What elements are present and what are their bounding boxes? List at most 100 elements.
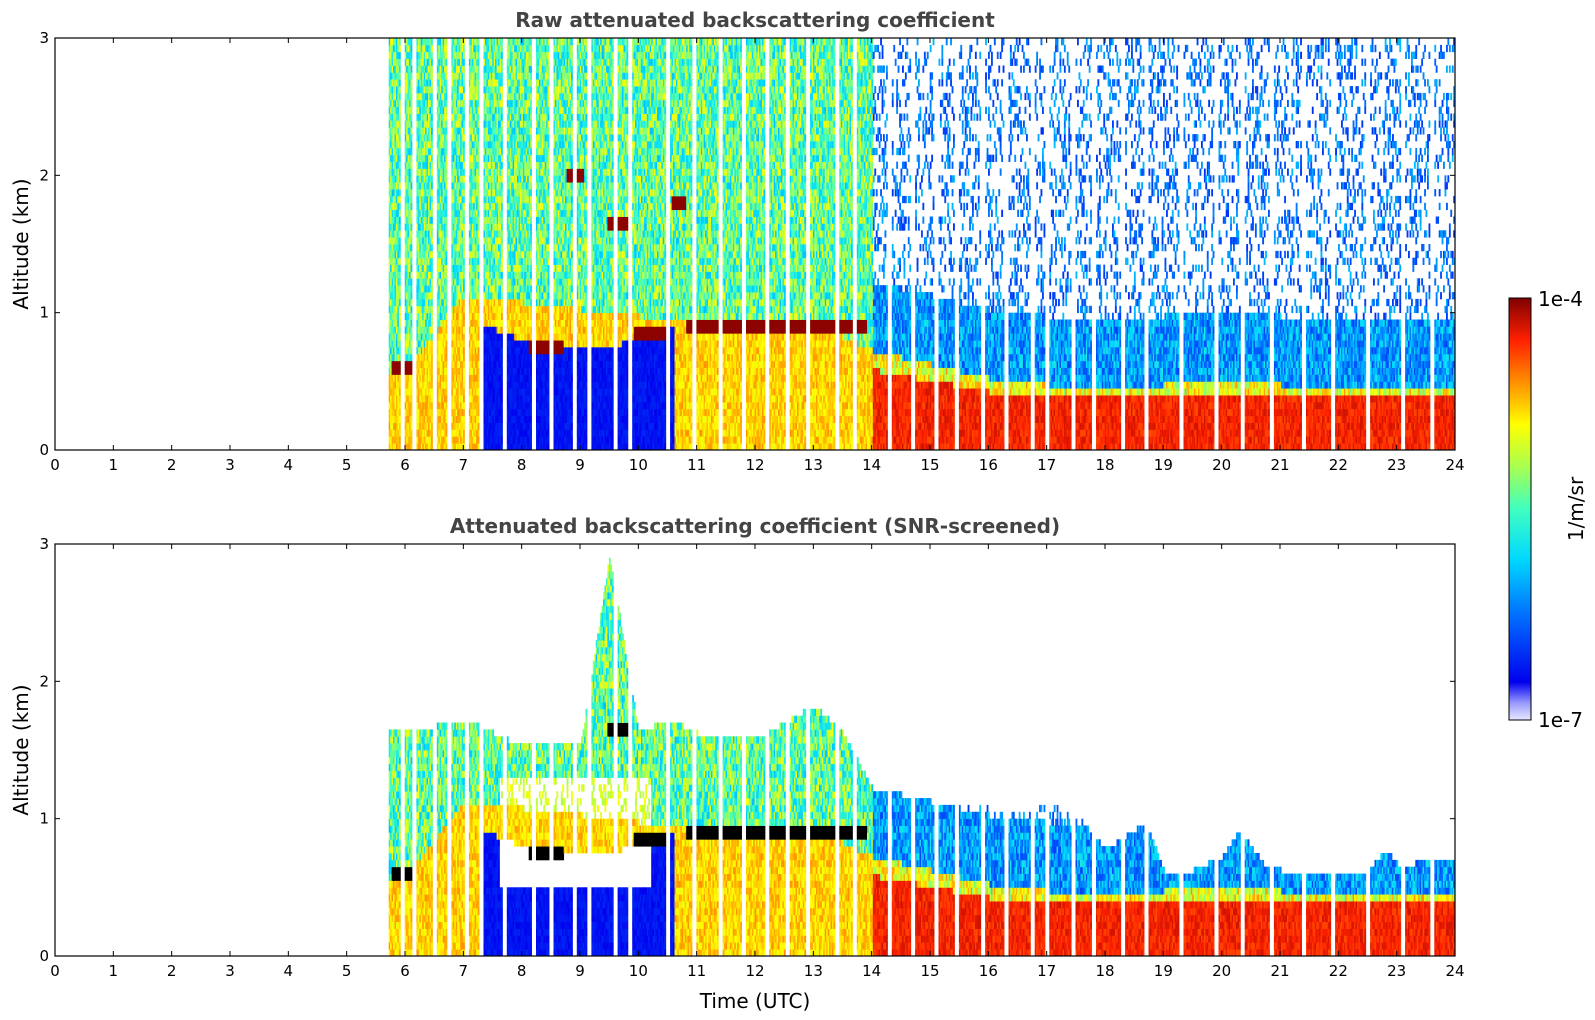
heatmap-cell — [411, 340, 413, 347]
heatmap-cell — [399, 306, 401, 313]
heatmap-cell — [399, 155, 401, 162]
heatmap-cell — [399, 38, 401, 45]
heatmap-cell — [411, 258, 413, 265]
heatmap-cell — [411, 320, 413, 327]
heatmap-cell — [411, 182, 413, 189]
heatmap-cell — [411, 230, 413, 237]
figure: Raw attenuated backscattering coefficien… — [0, 0, 1595, 1020]
heatmap-cell — [399, 134, 401, 141]
heatmap-cell — [411, 278, 413, 285]
heatmap-cell — [411, 326, 413, 333]
heatmap-cell — [399, 443, 401, 450]
heatmap-cell — [411, 79, 413, 86]
heatmap-cell — [399, 45, 401, 52]
heatmap-cell — [399, 326, 401, 333]
heatmap-cell — [411, 86, 413, 93]
heatmap-cell — [411, 299, 413, 306]
heatmap-cell — [399, 381, 401, 388]
heatmap-cell — [399, 93, 401, 100]
heatmap-cell — [411, 354, 413, 361]
heatmap-cell — [399, 52, 401, 59]
heatmap-cell — [399, 162, 401, 169]
heatmap-cell — [411, 107, 413, 114]
heatmap-cell — [411, 127, 413, 134]
heatmap-cell — [411, 265, 413, 272]
heatmap-cell — [411, 272, 413, 279]
heatmap-cell — [411, 120, 413, 127]
heatmap-cell — [411, 368, 413, 375]
heatmap-cell — [399, 100, 401, 107]
heatmap-cell — [411, 169, 413, 176]
heatmap-cell — [399, 237, 401, 244]
heatmap-cell — [411, 285, 413, 292]
heatmap-cell — [399, 333, 401, 340]
heatmap-cell — [399, 368, 401, 375]
heatmap-cell — [411, 114, 413, 121]
heatmap-raw — [389, 38, 1457, 450]
heatmap-cell — [411, 251, 413, 258]
heatmap-cell — [411, 203, 413, 210]
heatmap-cell — [411, 423, 413, 430]
heatmap-cell — [399, 409, 401, 416]
heatmap-cell — [411, 313, 413, 320]
heatmap-cell — [411, 429, 413, 436]
heatmap-cell — [411, 292, 413, 299]
heatmap-cell — [411, 93, 413, 100]
heatmap-cell — [399, 127, 401, 134]
heatmap-cell — [399, 292, 401, 299]
heatmap-cell — [411, 244, 413, 251]
heatmap-cell — [399, 402, 401, 409]
panel-raw: Raw attenuated backscattering coefficien… — [9, 8, 1465, 474]
heatmap-cell — [399, 72, 401, 79]
heatmap-cell — [411, 333, 413, 340]
heatmap-cell — [411, 361, 413, 368]
heatmap-cell — [399, 120, 401, 127]
heatmap-cell — [399, 265, 401, 272]
heatmap-cell — [399, 388, 401, 395]
heatmap-cell — [411, 189, 413, 196]
heatmap-cell — [399, 230, 401, 237]
heatmap-cell — [399, 299, 401, 306]
heatmap-cell — [399, 182, 401, 189]
heatmap-cell — [399, 175, 401, 182]
heatmap-cell — [399, 272, 401, 279]
heatmap-cell — [399, 285, 401, 292]
heatmap-cell — [399, 347, 401, 354]
heatmap-cell — [399, 354, 401, 361]
heatmap-cell — [411, 66, 413, 73]
heatmap-cell — [411, 196, 413, 203]
heatmap-cell — [411, 134, 413, 141]
heatmap-cell — [411, 402, 413, 409]
heatmap-cell — [399, 320, 401, 327]
heatmap-cell — [411, 388, 413, 395]
heatmap-cell — [399, 169, 401, 176]
heatmap-cell — [411, 59, 413, 66]
heatmap-cell — [399, 278, 401, 285]
heatmap-cell — [399, 141, 401, 148]
heatmap-cell — [411, 306, 413, 313]
heatmap-cell — [411, 443, 413, 450]
heatmap-cell — [399, 189, 401, 196]
heatmap-cell — [399, 66, 401, 73]
heatmap-cell — [411, 416, 413, 423]
heatmap-cell — [411, 38, 413, 45]
heatmap-cell — [399, 114, 401, 121]
heatmap-cell — [411, 155, 413, 162]
heatmap-cell — [399, 258, 401, 265]
heatmap-cell — [399, 86, 401, 93]
heatmap-cell — [399, 244, 401, 251]
heatmap-cell — [411, 347, 413, 354]
heatmap-cell — [399, 59, 401, 66]
heatmap-cell — [411, 436, 413, 443]
heatmap-cell — [411, 237, 413, 244]
heatmap-cell — [411, 100, 413, 107]
heatmap-cell — [399, 416, 401, 423]
heatmap-cell — [411, 381, 413, 388]
heatmap-cell — [399, 429, 401, 436]
heatmap-cell — [399, 210, 401, 217]
heatmap-cell — [411, 148, 413, 155]
title-raw: Raw attenuated backscattering coefficien… — [515, 8, 995, 32]
heatmap-cell — [399, 203, 401, 210]
heatmap-cell — [411, 72, 413, 79]
heatmap-cell — [399, 148, 401, 155]
